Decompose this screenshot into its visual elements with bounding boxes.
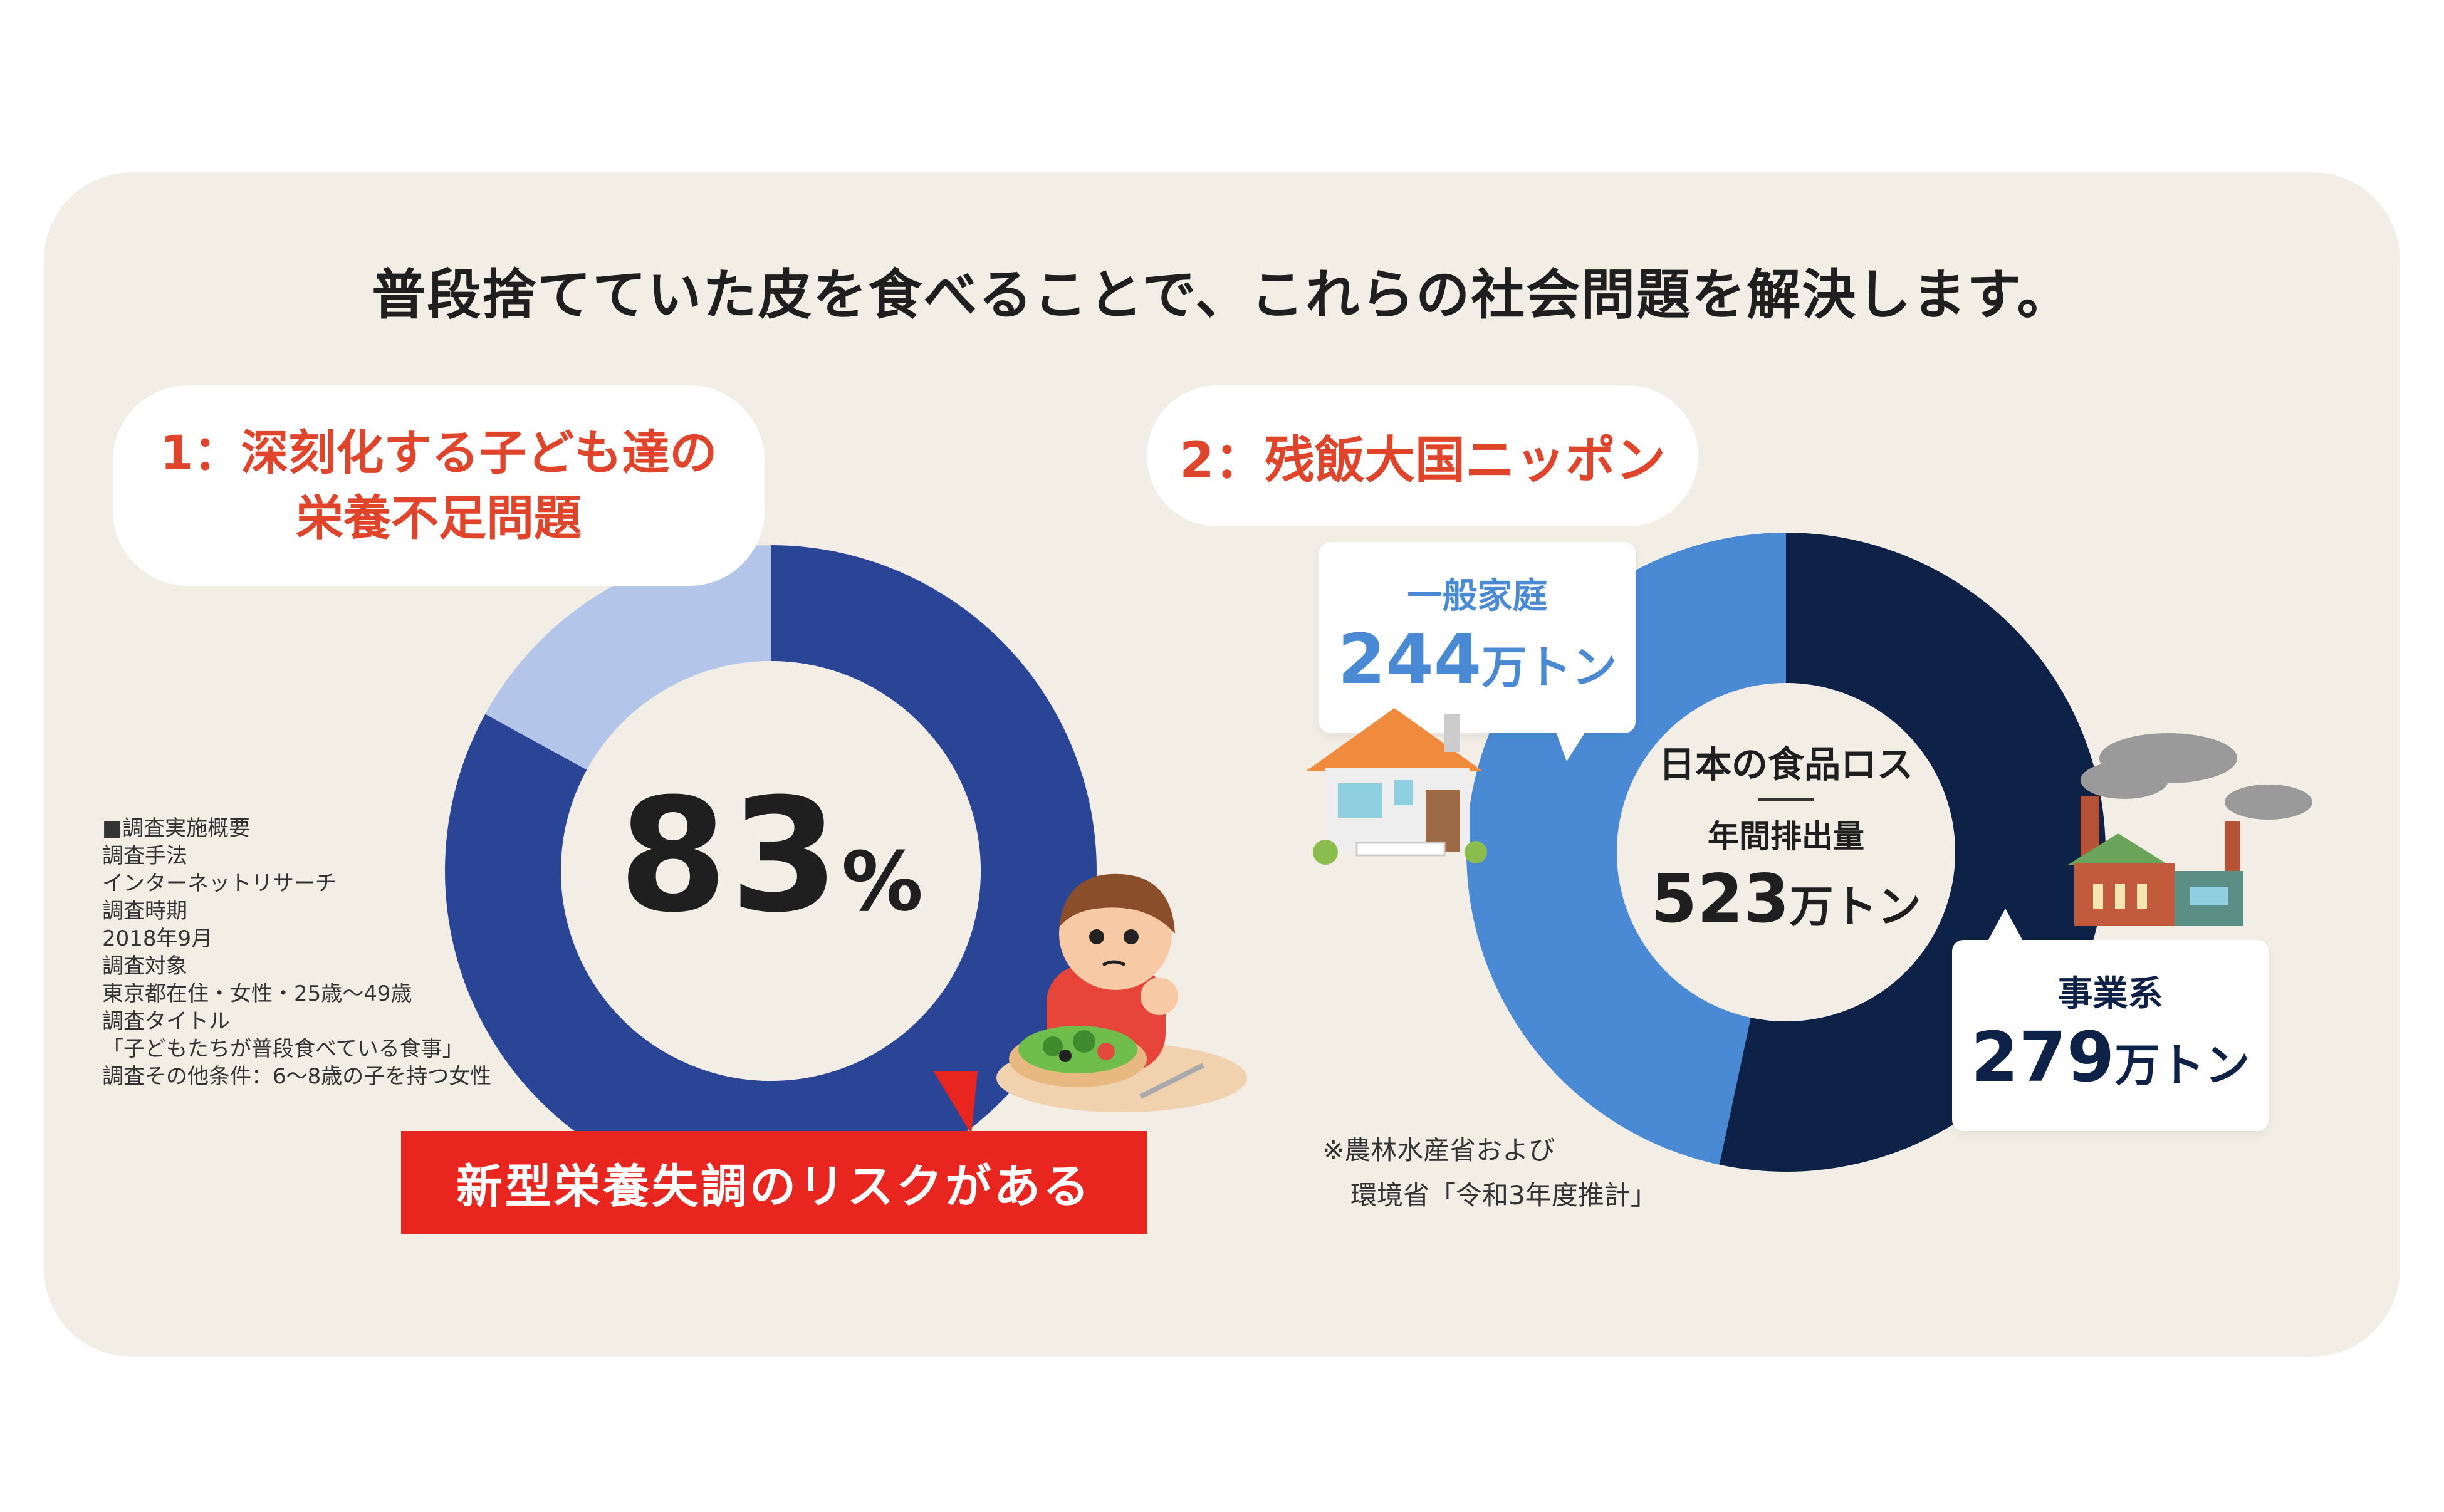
survey-line: 2018年9月 — [102, 926, 213, 951]
percent-unit: % — [841, 834, 924, 929]
source-note: ※農林水産省および 環境省「令和3年度推計」 — [1322, 1128, 1657, 1218]
section2-title: 2：残飯大国ニッポン — [1179, 430, 1666, 489]
survey-line: ■調査実施概要 — [102, 816, 251, 841]
center-total-value: 523 — [1651, 860, 1790, 937]
survey-line: 東京都在住・女性・25歳〜49歳 — [102, 981, 412, 1006]
center-line1: 日本の食品ロス — [1658, 743, 1913, 786]
survey-line: 調査時期 — [102, 899, 187, 924]
food-loss-center-label: 日本の食品ロス 年間排出量 523万トン — [1611, 739, 1961, 947]
donut2-hole — [1617, 683, 1955, 1021]
risk-banner: 新型栄養失調のリスクがある — [401, 1131, 1147, 1234]
donut1-hole — [561, 661, 981, 1081]
survey-line: 「子どもたちが普段食べている食事」 — [102, 1036, 464, 1061]
page-headline: 普段捨てていた皮を食べることで、これらの社会問題を解決します。 — [372, 264, 2072, 326]
household-callout: 一般家庭 244万トン — [1319, 542, 1636, 733]
donut1-slice-major — [444, 545, 1097, 1197]
household-value: 244 — [1337, 618, 1482, 699]
survey-line: 調査その他条件：6〜8歳の子を持つ女性 — [102, 1064, 492, 1089]
percent-value: 83 — [618, 764, 842, 947]
household-amount: 244万トン — [1338, 618, 1617, 708]
section2-title-bubble: 2：残飯大国ニッポン — [1147, 385, 1698, 526]
business-value: 279 — [1970, 1016, 2115, 1097]
center-line2: 年間排出量 — [1708, 818, 1864, 855]
household-label: 一般家庭 — [1407, 575, 1548, 617]
section1-title-line1: 1：深刻化する子ども達の — [160, 425, 718, 481]
survey-line: 調査タイトル — [102, 1009, 230, 1034]
section1-title-line2: 栄養不足問題 — [296, 490, 582, 546]
house-icon — [1307, 708, 1487, 865]
source-note-line1: ※農林水産省および — [1322, 1135, 1555, 1165]
factory-icon — [2068, 733, 2312, 926]
business-amount: 279万トン — [1971, 1016, 2250, 1106]
section1-title-bubble: 1：深刻化する子ども達の 栄養不足問題 — [113, 385, 765, 586]
survey-line: 調査手法 — [102, 843, 187, 868]
speech-pointer-icon — [934, 1071, 978, 1134]
survey-notes: ■調査実施概要 調査手法 インターネットリサーチ 調査時期 2018年9月 調査… — [102, 815, 491, 1090]
worried-child-illustration — [934, 873, 1247, 1134]
business-callout: 事業系 279万トン — [1952, 940, 2269, 1131]
survey-line: インターネットリサーチ — [102, 871, 337, 896]
center-total-unit: 万トン — [1789, 881, 1921, 932]
center-divider — [1758, 798, 1814, 801]
business-label: 事業系 — [2057, 973, 2163, 1014]
callout-pointer-icon — [1987, 909, 2024, 943]
business-unit: 万トン — [2114, 1038, 2250, 1092]
callout-pointer-icon — [1554, 727, 1589, 761]
donut1-slice-minor — [485, 545, 771, 770]
household-unit: 万トン — [1481, 640, 1617, 694]
percent-readout: 83% — [551, 764, 990, 947]
source-note-line2: 環境省「令和3年度推計」 — [1350, 1180, 1657, 1211]
survey-line: 調査対象 — [102, 954, 187, 979]
center-total: 523万トン — [1611, 858, 1961, 947]
